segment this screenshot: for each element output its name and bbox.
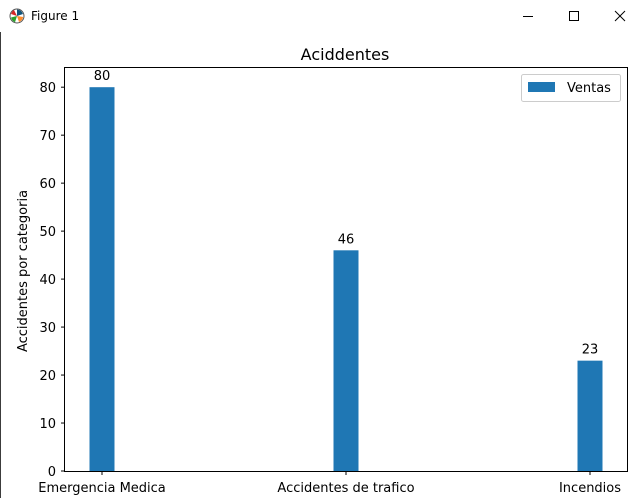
y-tick-label: 0 [48,465,56,480]
bar-0 [89,87,115,471]
y-tick-label: 30 [39,321,56,336]
bar-chart: Aciddentes Accidentes por categoria 80 46… [16,45,628,496]
bar-value-label: 23 [582,343,599,358]
window-left-border [0,32,1,498]
bar-1 [333,250,359,471]
bar-value-label: 80 [94,69,111,84]
legend: Ventas [521,74,621,102]
window-titlebar: Figure 1 [0,0,643,32]
legend-label: Ventas [567,81,611,96]
minimize-icon [523,16,533,17]
y-tick-label: 40 [39,273,56,288]
y-axis-label: Accidentes por categoria [16,190,31,352]
x-tick-label: Emergencia Medica [38,481,166,496]
y-tick-label: 80 [39,81,56,96]
bar-value-label: 46 [338,232,355,247]
minimize-button[interactable] [505,0,551,32]
window-title: Figure 1 [31,9,80,23]
y-tick-label: 70 [39,129,56,144]
legend-swatch [528,82,555,92]
y-tick-label: 10 [39,417,56,432]
bars-group: 80 46 23 [89,69,603,471]
bar-2 [577,360,603,471]
matplotlib-app-icon [9,8,25,24]
x-tick-label: Accidentes de trafico [277,481,414,496]
y-tick-label: 20 [39,369,56,384]
y-tick-label: 60 [39,177,56,192]
maximize-button[interactable] [551,0,597,32]
figure-canvas: Aciddentes Accidentes por categoria 80 46… [0,32,643,498]
maximize-icon [569,11,579,21]
y-tick-label: 50 [39,225,56,240]
x-tick-label: Incendios [559,481,621,496]
close-icon [614,10,626,22]
close-button[interactable] [597,0,643,32]
chart-title: Aciddentes [301,45,390,64]
plot-area-frame [64,67,628,472]
ticks-group: Emergencia Medica Accidentes de trafico In… [38,81,621,496]
legend-box [521,74,621,102]
